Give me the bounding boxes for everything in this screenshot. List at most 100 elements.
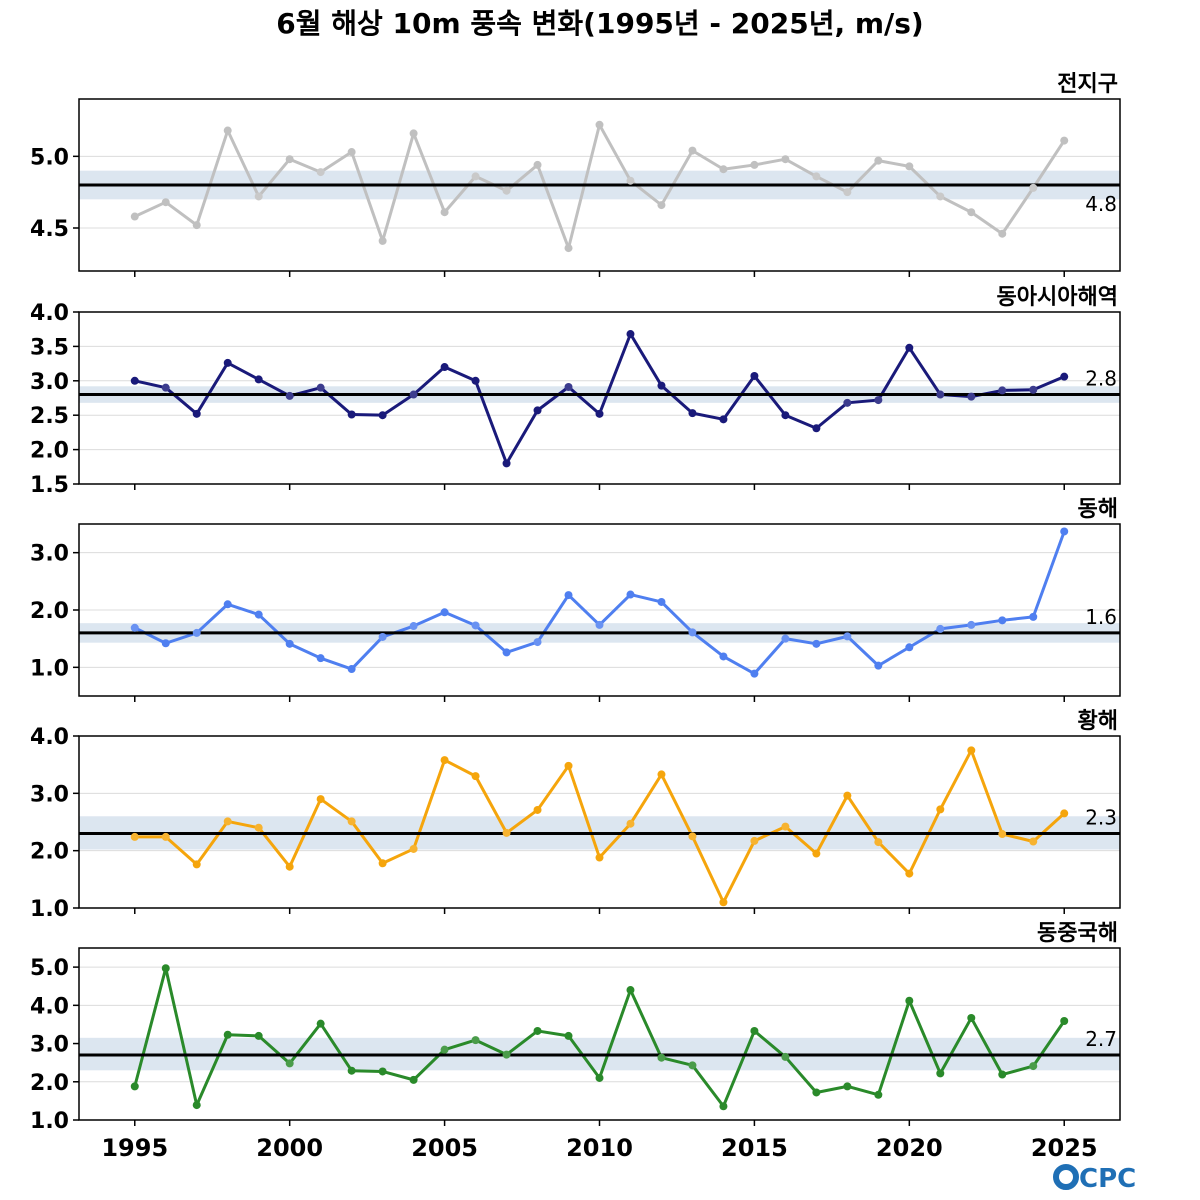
series-segment [598, 988, 632, 1080]
data-point [564, 591, 573, 600]
data-point [657, 1053, 666, 1062]
series-segment [443, 174, 478, 214]
series-segment [536, 1029, 571, 1038]
data-point [1060, 527, 1069, 536]
data-point [347, 665, 356, 674]
series-segment [783, 157, 818, 178]
panel-0: 전지구 4.8 4.5 5.0 [30, 72, 1121, 277]
series-segment [628, 332, 663, 388]
data-point [471, 376, 480, 385]
series-segment [350, 150, 385, 243]
series-segment [845, 1084, 880, 1097]
data-point [440, 208, 449, 217]
panel-title: 동아시아해역 [997, 285, 1118, 310]
data-point [998, 1070, 1007, 1079]
data-point [347, 410, 356, 419]
y-tick-label: 4.0 [30, 301, 69, 326]
data-point [750, 669, 759, 678]
series-segment [567, 764, 601, 860]
series-segment [505, 1029, 540, 1057]
data-point [688, 628, 697, 637]
series-segment [845, 634, 880, 668]
x-tick-label: 2015 [721, 1134, 788, 1162]
data-point [750, 836, 759, 845]
series-segment [226, 361, 261, 381]
data-point [688, 1061, 697, 1070]
data-point [874, 1090, 883, 1099]
series-segment [381, 393, 416, 417]
panel-2: 동해 1.6 1.0 2.0 3.0 [30, 497, 1121, 702]
data-point [440, 608, 449, 617]
data-point [316, 654, 325, 663]
data-point [719, 165, 728, 174]
data-point [626, 590, 635, 599]
data-point [254, 1031, 263, 1040]
series-segment [1000, 388, 1035, 392]
y-tick-label: 2.0 [30, 840, 69, 865]
data-point [657, 597, 666, 606]
data-point [843, 791, 852, 800]
y-tick-label: 1.0 [30, 897, 69, 922]
data-point [1029, 385, 1038, 394]
series-segment [721, 654, 756, 676]
x-tick-label: 2000 [256, 1134, 323, 1162]
series-segment [969, 618, 1004, 627]
data-point [843, 632, 852, 641]
y-tick-label: 5.0 [30, 145, 69, 170]
data-point [409, 844, 418, 853]
series-segment [969, 210, 1004, 236]
data-point [130, 1082, 139, 1091]
data-point [130, 212, 139, 221]
data-point [936, 192, 945, 201]
ocpc-logo-o-mark [1053, 1164, 1079, 1190]
data-point [471, 772, 480, 781]
data-point [874, 661, 883, 670]
panel-4: 동중국해 2.7 1.0 2.0 3.0 4.0 5.0 [30, 921, 1121, 1134]
data-point [564, 761, 573, 770]
series-segment [350, 635, 385, 671]
series-segment [505, 640, 540, 654]
data-point [440, 1045, 449, 1054]
data-point [533, 160, 542, 169]
series-segment [1000, 1064, 1035, 1077]
series-segment [1031, 529, 1066, 619]
series-segment [690, 630, 725, 658]
series-segment [598, 123, 632, 183]
data-point [502, 1050, 511, 1059]
data-point [874, 838, 883, 847]
data-point [595, 120, 604, 129]
data-point [626, 176, 635, 185]
data-point [967, 620, 976, 629]
series-segment [350, 413, 385, 417]
data-point [626, 986, 635, 995]
series-segment [1000, 832, 1035, 843]
series-segment [474, 774, 509, 835]
series-segment [783, 413, 818, 430]
data-point [1060, 372, 1069, 381]
data-point [905, 343, 914, 352]
data-point [409, 1075, 418, 1084]
data-point [440, 756, 449, 765]
data-point [254, 610, 263, 619]
y-tick-label: 2.0 [30, 599, 69, 624]
data-point [905, 996, 914, 1005]
series-segment [226, 1033, 261, 1038]
series-segment [288, 157, 323, 174]
series-segment [567, 1034, 601, 1080]
data-point [657, 201, 666, 210]
y-tick-label: 1.0 [30, 1109, 69, 1134]
data-point [812, 1088, 821, 1097]
series-segment [226, 602, 261, 617]
series-segment [783, 637, 818, 646]
data-point [595, 853, 604, 862]
panel-title: 동해 [1078, 497, 1118, 522]
data-point [936, 624, 945, 633]
data-point [502, 186, 511, 195]
data-point [564, 1031, 573, 1040]
data-point [1060, 1017, 1069, 1026]
data-point [781, 1052, 790, 1061]
series-segment [969, 1016, 1004, 1077]
series-segment [164, 200, 199, 227]
data-point [502, 648, 511, 657]
series-segment [133, 379, 168, 390]
